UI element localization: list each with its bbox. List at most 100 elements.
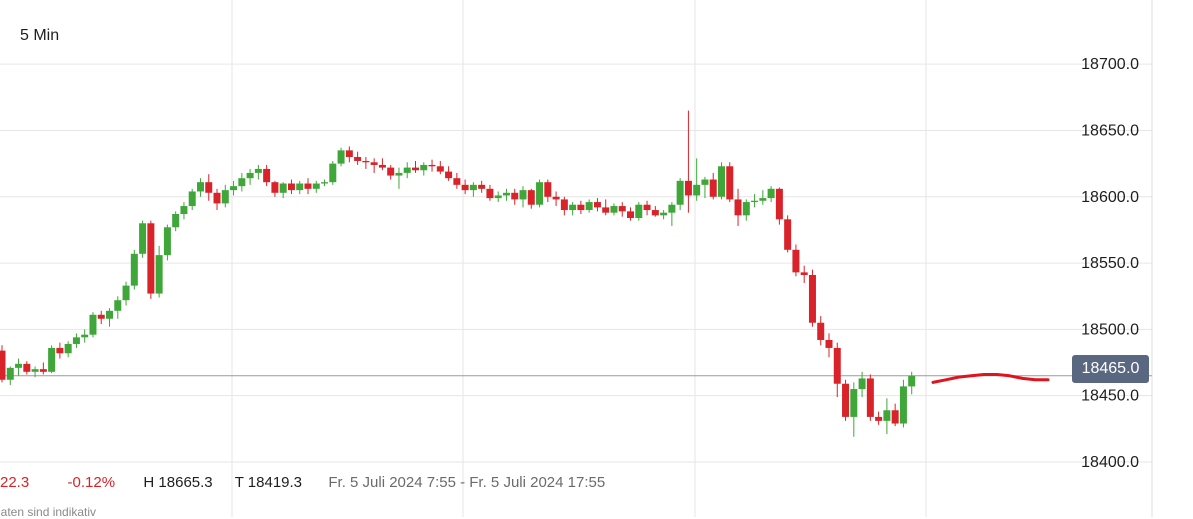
candle (246, 168, 254, 185)
candle (81, 329, 89, 343)
y-tick-label: 18650.0 (1081, 122, 1139, 139)
candle (412, 160, 419, 173)
candle (445, 166, 453, 181)
candle (39, 362, 47, 375)
candle (48, 345, 56, 374)
candle (180, 202, 188, 220)
candle (395, 167, 403, 189)
y-tick-label: 18450.0 (1081, 388, 1139, 405)
candle (420, 162, 428, 176)
candle (461, 179, 469, 195)
candle (263, 164, 271, 187)
candle (511, 188, 519, 205)
candle (610, 203, 618, 216)
candle (0, 345, 6, 383)
candle (345, 146, 353, 163)
candle (89, 312, 97, 338)
candle (759, 190, 767, 205)
y-tick-label: 18500.0 (1081, 321, 1139, 338)
candle (304, 178, 312, 195)
candle (494, 191, 502, 203)
date-range: Fr. 5 Juli 2024 7:55 - Fr. 5 Juli 2024 1… (328, 474, 606, 491)
candle (775, 187, 783, 225)
candle (709, 172, 717, 200)
candle (717, 162, 725, 200)
high-value: H 18665.3 (143, 474, 213, 491)
candle (296, 180, 304, 195)
candle (72, 333, 80, 348)
candles (0, 110, 916, 437)
y-tick-label: 18400.0 (1081, 454, 1139, 471)
y-axis: 18700.0 18650.0 18600.0 18550.0 18500.0 18450… (1081, 56, 1139, 471)
candle (114, 296, 122, 319)
candle (188, 188, 196, 211)
candle (155, 245, 163, 298)
candle (618, 202, 626, 217)
candle (833, 342, 841, 398)
candle (56, 342, 64, 359)
candle (97, 310, 105, 325)
candle (196, 178, 204, 197)
candle (891, 403, 899, 427)
candle (684, 110, 692, 213)
candle (676, 178, 684, 211)
candle (825, 333, 833, 358)
candle (660, 210, 668, 220)
candle (453, 172, 461, 189)
candle (800, 265, 808, 283)
candle (560, 196, 568, 216)
candle (469, 182, 477, 197)
candle (643, 200, 651, 216)
candle (354, 151, 362, 165)
interval-selector[interactable]: 5 Min (20, 27, 60, 44)
overlay-series (931, 373, 1050, 384)
candle (527, 188, 535, 209)
candle (271, 180, 279, 197)
candle (569, 202, 577, 216)
candle (279, 182, 287, 199)
candle (808, 269, 816, 327)
candle (428, 159, 436, 172)
change-absolute: 22.3 (0, 474, 30, 491)
overlay-line (931, 373, 1050, 384)
candle (536, 179, 544, 208)
candle (130, 249, 138, 290)
candle (486, 184, 494, 201)
y-tick-label: 18550.0 (1081, 255, 1139, 272)
candle (31, 366, 39, 378)
last-price-badge: 18465.0 (1072, 355, 1149, 383)
candle (436, 160, 444, 175)
low-value: T 18419.3 (234, 474, 303, 491)
candle (866, 374, 874, 421)
candle (875, 411, 883, 425)
candle (370, 158, 378, 173)
candle (213, 188, 221, 211)
candle (163, 224, 171, 261)
candle (254, 164, 262, 180)
y-tick-label: 18700.0 (1081, 56, 1139, 73)
candle (6, 366, 14, 386)
candle (15, 358, 23, 376)
candle (850, 382, 858, 437)
candle (287, 179, 295, 195)
y-tick-label: 18600.0 (1081, 189, 1139, 206)
candle (792, 244, 800, 277)
change-percent: -0.12% (67, 474, 116, 491)
candle (172, 211, 180, 232)
candle (23, 361, 31, 375)
candle (312, 180, 320, 193)
candle (602, 199, 610, 216)
candle (238, 172, 246, 192)
candle (726, 162, 734, 203)
candle (378, 158, 386, 171)
candle (627, 207, 635, 221)
candle (858, 371, 866, 398)
candle (230, 180, 238, 196)
candle (403, 162, 411, 179)
candle (784, 215, 792, 253)
candle (585, 199, 593, 213)
candle (668, 202, 676, 226)
candle (64, 341, 72, 358)
grid (0, 0, 1153, 517)
